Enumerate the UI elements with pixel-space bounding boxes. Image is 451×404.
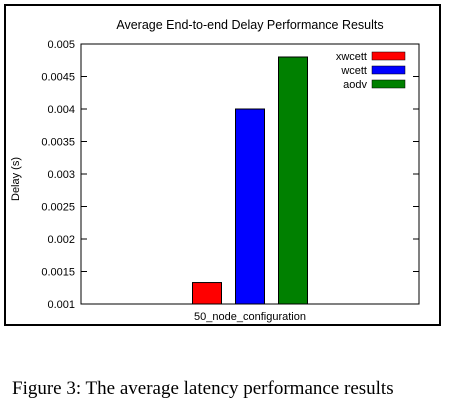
- legend-label-xwcett: xwcett: [336, 51, 367, 63]
- legend-swatch-xwcett: [371, 51, 406, 61]
- bar-xwcett: [192, 282, 222, 305]
- x-ticks: 50_node_configuration: [194, 311, 306, 323]
- y-tick-label: 0.0045: [41, 72, 75, 84]
- chart: Average End-to-end Delay Performance Res…: [10, 18, 420, 323]
- y-tick-label: 0.004: [47, 104, 75, 116]
- y-tick-label: 0.0035: [41, 137, 75, 149]
- chart-title: Average End-to-end Delay Performance Res…: [116, 18, 383, 32]
- y-axis-label: Delay (s): [10, 157, 22, 201]
- bar-aodv: [278, 56, 308, 305]
- y-tick-label: 0.005: [47, 39, 75, 51]
- figure-frame: Average End-to-end Delay Performance Res…: [4, 4, 441, 326]
- y-tick-label: 0.0015: [41, 267, 75, 279]
- y-tick-label: 0.002: [47, 234, 75, 246]
- bars: [192, 56, 308, 305]
- legend-swatch-wcett: [371, 65, 406, 75]
- legend: xwcett wcett aodv: [336, 51, 406, 91]
- y-tick-label: 0.003: [47, 169, 75, 181]
- legend-label-aodv: aodv: [343, 79, 367, 91]
- bar-wcett: [235, 108, 265, 305]
- y-ticks: 0.001 0.0015 0.002 0.0025 0.003 0.0035 0.004 0.…: [41, 39, 419, 311]
- x-tick-label: 50_node_configuration: [194, 311, 306, 323]
- y-tick-label: 0.001: [47, 299, 75, 311]
- figure-caption: Figure 3: The average latency performanc…: [12, 378, 394, 399]
- legend-label-wcett: wcett: [340, 65, 367, 77]
- legend-swatch-aodv: [371, 79, 406, 89]
- y-tick-label: 0.0025: [41, 202, 75, 214]
